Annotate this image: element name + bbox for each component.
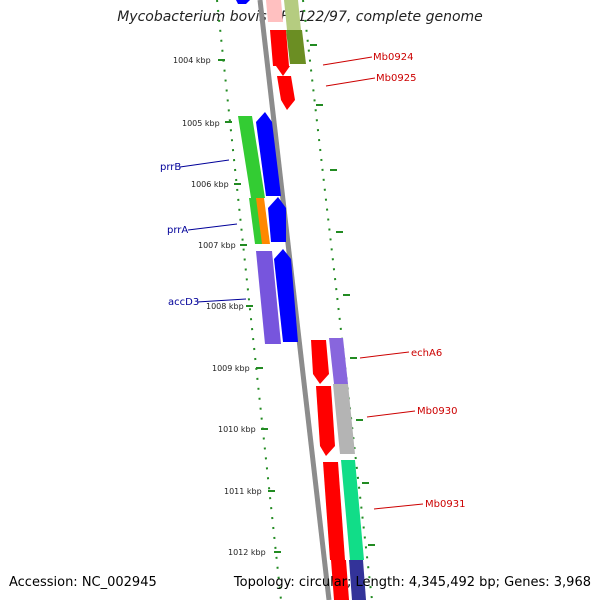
gene-label-mb0924[interactable]: Mb0924 — [373, 52, 413, 63]
gene-feature-olive[interactable] — [286, 30, 306, 64]
gene-feature-echA6[interactable] — [311, 340, 329, 384]
gene-feature-mb0930[interactable] — [316, 386, 335, 456]
genome-backbone — [257, 0, 332, 600]
left-tick-marks — [218, 59, 281, 553]
gene-label-accD3[interactable]: accD3 — [168, 297, 199, 308]
right-scale-ring — [302, 0, 373, 600]
left-scale-ring — [216, 0, 282, 600]
gene-feature-echA6-purple[interactable] — [329, 338, 348, 384]
gene-feature-mb0925[interactable] — [277, 76, 295, 110]
gene-label-mb0931[interactable]: Mb0931 — [425, 499, 465, 510]
gene-feature-prrB-green[interactable] — [238, 116, 265, 198]
kbp-label-1012: 1012 kbp — [228, 548, 266, 557]
gene-feature-prrA-blue[interactable] — [268, 197, 286, 242]
gene-feature-mb0931[interactable] — [323, 462, 345, 560]
gene-label-prrA[interactable]: prrA — [167, 225, 188, 236]
gene-feature-accD3-purple[interactable] — [256, 251, 281, 344]
gene-feature-mb0924-arrow[interactable] — [276, 66, 290, 76]
gene-feature-bottom-red[interactable] — [331, 560, 349, 600]
kbp-label-1011: 1011 kbp — [224, 487, 262, 496]
gene-feature-mb0924[interactable] — [270, 30, 289, 66]
gene-feature-prrA-orange[interactable] — [256, 198, 270, 244]
kbp-label-1006: 1006 kbp — [191, 180, 229, 189]
left-leader-lines — [179, 159, 247, 303]
gene-label-prrB[interactable]: prrB — [160, 162, 181, 173]
kbp-label-1007: 1007 kbp — [198, 241, 236, 250]
kbp-label-1008: 1008 kbp — [206, 302, 244, 311]
map-title: Mycobacterium bovis AF2122/97, complete … — [117, 9, 483, 25]
gene-feature-mb0931-teal[interactable] — [341, 460, 364, 560]
gene-feature-top-blue[interactable] — [236, 0, 250, 4]
gene-feature-accD3-blue[interactable] — [274, 249, 298, 342]
gene-feature-mb0923[interactable] — [266, 0, 283, 22]
gene-label-echA6[interactable]: echA6 — [411, 348, 442, 359]
gene-feature-mb0930-grey[interactable] — [333, 384, 355, 454]
gene-feature-olive-light[interactable] — [284, 0, 301, 30]
gene-feature-bottom-navy[interactable] — [349, 560, 366, 600]
kbp-label-1004: 1004 kbp — [173, 56, 211, 65]
gene-feature-prrB-blue[interactable] — [256, 112, 281, 196]
accession-text: Accession: NC_002945 — [9, 575, 157, 590]
kbp-label-1005: 1005 kbp — [182, 119, 220, 128]
kbp-label-1009: 1009 kbp — [212, 364, 250, 373]
kbp-label-1010: 1010 kbp — [218, 425, 256, 434]
gene-label-mb0925[interactable]: Mb0925 — [376, 73, 416, 84]
topology-text: Topology: circular; Length: 4,345,492 bp… — [233, 575, 591, 590]
right-leader-lines — [322, 56, 424, 510]
gene-label-mb0930[interactable]: Mb0930 — [417, 406, 457, 417]
right-tick-marks — [310, 44, 375, 546]
